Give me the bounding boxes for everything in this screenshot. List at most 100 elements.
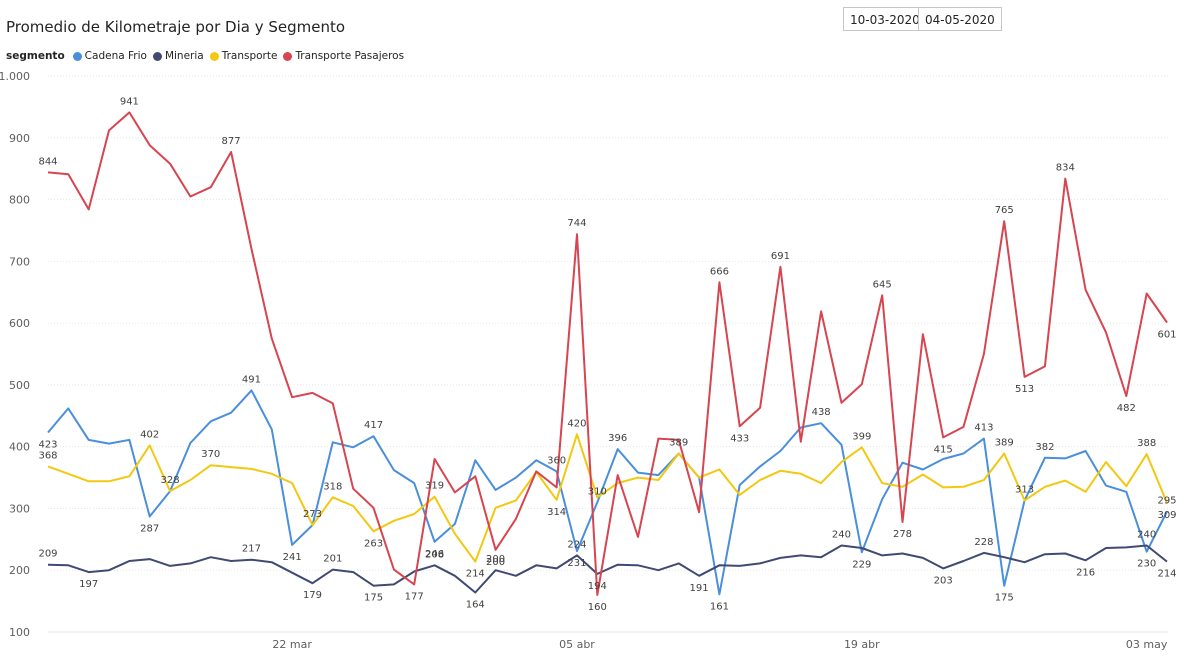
data-label: 191: [690, 583, 709, 594]
data-label: 224: [567, 539, 586, 550]
y-tick-label: 400: [9, 441, 30, 454]
data-label: 313: [1015, 484, 1034, 495]
data-label: 177: [405, 591, 424, 602]
legend-item-transporte-pasajeros[interactable]: Transporte Pasajeros: [283, 50, 404, 62]
y-tick-label: 600: [9, 317, 30, 330]
legend: segmento Cadena Frio Mineria Transporte …: [6, 50, 410, 62]
data-label: 240: [832, 530, 851, 541]
data-label: 230: [1137, 559, 1156, 570]
data-label: 482: [1117, 403, 1136, 414]
data-label: 941: [120, 96, 139, 107]
data-label: 175: [995, 593, 1014, 604]
data-label: 214: [1157, 569, 1176, 580]
data-label: 399: [852, 431, 871, 442]
y-tick-label: 500: [9, 379, 30, 392]
data-label: 433: [730, 433, 749, 444]
y-tick-label: 900: [9, 132, 30, 145]
data-label: 877: [222, 136, 241, 147]
y-tick-label: 1.000: [0, 70, 30, 83]
legend-item-transporte[interactable]: Transporte: [209, 50, 278, 62]
data-label: 413: [974, 423, 993, 434]
data-label: 396: [608, 433, 627, 444]
data-label: 161: [710, 601, 729, 612]
data-label: 164: [466, 599, 485, 610]
data-label: 214: [466, 569, 485, 580]
data-label: 200: [486, 557, 505, 568]
data-label: 319: [425, 481, 444, 492]
data-label: 194: [588, 581, 607, 592]
legend-label: Mineria: [164, 50, 204, 62]
data-label: 691: [771, 251, 790, 262]
data-label: 216: [1076, 567, 1095, 578]
data-label: 241: [283, 552, 302, 563]
data-label: 175: [364, 593, 383, 604]
data-label: 645: [873, 279, 892, 290]
x-tick-label: 05 abr: [559, 638, 595, 651]
data-label: 382: [1035, 442, 1054, 453]
legend-item-mineria[interactable]: Mineria: [152, 50, 204, 62]
data-label: 229: [852, 559, 871, 570]
legend-label: Transporte: [221, 50, 278, 62]
legend-label: Cadena Frio: [84, 50, 147, 62]
data-label: 208: [425, 549, 444, 560]
data-label: 263: [364, 538, 383, 549]
data-label: 360: [547, 455, 566, 466]
data-label: 402: [140, 429, 159, 440]
data-label: 287: [140, 523, 159, 534]
legend-dot-icon: [72, 51, 82, 61]
data-label: 209: [38, 549, 57, 560]
data-label: 246: [425, 549, 444, 560]
series-line-transporte-pasajeros: [47, 111, 1168, 596]
data-label: 240: [1137, 530, 1156, 541]
data-label: 491: [242, 374, 261, 385]
data-label: 201: [323, 554, 342, 565]
data-label: 203: [934, 575, 953, 586]
data-label: 420: [567, 418, 586, 429]
x-tick-label: 03 may: [1126, 638, 1168, 651]
data-label: 160: [588, 602, 607, 613]
data-label: 368: [38, 450, 57, 461]
y-tick-label: 300: [9, 502, 30, 515]
data-label: 197: [79, 579, 98, 590]
data-label: 417: [364, 420, 383, 431]
data-label: 217: [242, 544, 261, 555]
x-tick-label: 22 mar: [272, 638, 312, 651]
data-label: 389: [669, 437, 688, 448]
data-label: 601: [1157, 329, 1176, 340]
data-label: 388: [1137, 438, 1156, 449]
data-label: 834: [1056, 163, 1075, 174]
series-line-mineria: [47, 544, 1168, 594]
series-line-cadena-frio: [47, 389, 1168, 596]
data-label: 179: [303, 590, 322, 601]
data-label: 765: [995, 205, 1014, 216]
end-date-field[interactable]: 04-05-2020: [918, 7, 1002, 31]
data-label: 744: [567, 218, 586, 229]
data-label: 318: [323, 481, 342, 492]
legend-item-cadena-frio[interactable]: Cadena Frio: [72, 50, 147, 62]
data-label: 370: [201, 449, 220, 460]
data-label: 309: [1157, 510, 1176, 521]
data-label: 295: [1157, 496, 1176, 507]
data-label: 310: [588, 486, 607, 497]
data-label: 231: [567, 558, 586, 569]
data-label: 389: [995, 437, 1014, 448]
legend-label: Transporte Pasajeros: [295, 50, 405, 62]
data-label: 314: [547, 507, 566, 518]
legend-dot-icon: [152, 51, 162, 61]
series-line-transporte: [47, 433, 1168, 563]
data-label: 278: [893, 529, 912, 540]
y-tick-label: 200: [9, 564, 30, 577]
x-tick-label: 19 abr: [844, 638, 880, 651]
chart-title: Promedio de Kilometraje por Dia y Segmen…: [6, 18, 346, 36]
data-label: 438: [812, 407, 831, 418]
data-label: 423: [38, 439, 57, 450]
data-label: 844: [38, 156, 57, 167]
legend-dot-icon: [209, 51, 219, 61]
data-label: 666: [710, 266, 729, 277]
data-label: 200: [486, 554, 505, 565]
data-label: 415: [934, 444, 953, 455]
data-label: 328: [161, 475, 180, 486]
y-tick-label: 800: [9, 194, 30, 207]
legend-title: segmento: [6, 50, 65, 62]
